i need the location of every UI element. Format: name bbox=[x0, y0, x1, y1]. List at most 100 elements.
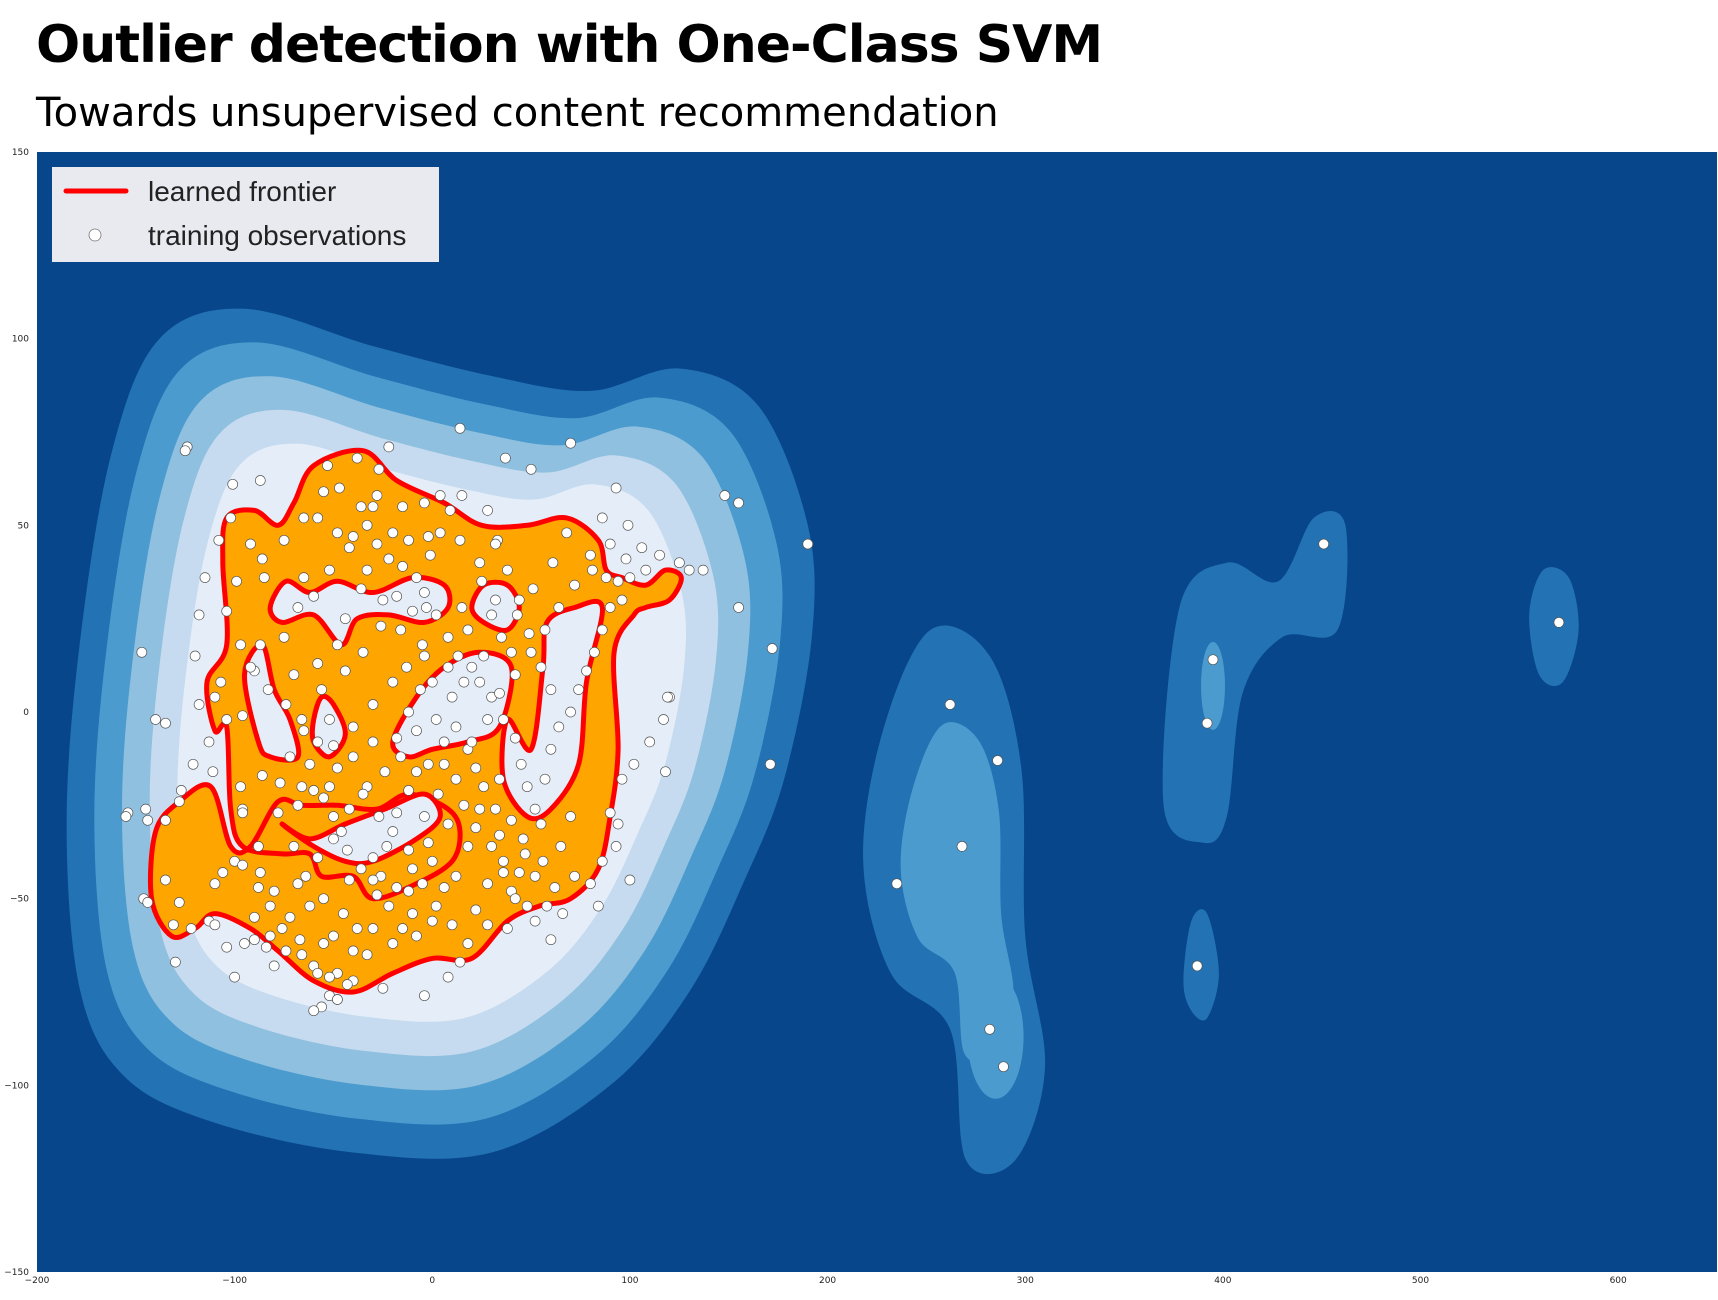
data-point bbox=[523, 628, 535, 639]
data-point bbox=[506, 646, 517, 658]
data-point bbox=[239, 938, 250, 949]
data-point bbox=[454, 422, 466, 434]
data-point bbox=[1201, 717, 1213, 729]
data-point bbox=[1553, 617, 1565, 628]
data-point bbox=[509, 732, 521, 744]
x-tick-label: 600 bbox=[1610, 1276, 1627, 1286]
data-point bbox=[470, 822, 482, 834]
data-point bbox=[764, 758, 776, 770]
data-point bbox=[225, 512, 237, 524]
data-point bbox=[397, 561, 408, 572]
data-point bbox=[411, 572, 422, 583]
data-point bbox=[610, 482, 622, 494]
data-point bbox=[343, 803, 355, 815]
data-point bbox=[284, 911, 296, 923]
data-point bbox=[253, 841, 264, 852]
data-point bbox=[213, 534, 225, 546]
data-point bbox=[367, 699, 379, 710]
data-point bbox=[312, 736, 324, 748]
data-point bbox=[298, 572, 310, 583]
data-point bbox=[517, 833, 529, 845]
data-point bbox=[462, 624, 474, 636]
data-point bbox=[442, 631, 454, 643]
data-point bbox=[474, 803, 486, 815]
data-point bbox=[640, 564, 652, 576]
data-point bbox=[422, 758, 434, 770]
data-point bbox=[324, 564, 335, 576]
data-point bbox=[312, 658, 324, 669]
data-point bbox=[395, 624, 407, 636]
x-tick-label: 100 bbox=[621, 1276, 638, 1286]
data-point bbox=[318, 938, 329, 949]
data-point bbox=[470, 904, 482, 916]
data-point bbox=[256, 770, 268, 781]
data-point bbox=[486, 609, 497, 621]
data-point bbox=[545, 934, 557, 946]
data-point bbox=[268, 960, 280, 972]
data-point bbox=[498, 714, 509, 725]
data-point bbox=[1191, 960, 1203, 972]
data-point bbox=[328, 740, 339, 751]
data-point bbox=[312, 852, 324, 863]
x-tick-label: 400 bbox=[1214, 1276, 1231, 1286]
data-point bbox=[260, 941, 272, 953]
data-point bbox=[494, 773, 505, 785]
data-point bbox=[432, 788, 444, 800]
data-point bbox=[454, 956, 466, 968]
data-point bbox=[179, 445, 191, 457]
data-point bbox=[628, 758, 640, 770]
data-point bbox=[397, 923, 408, 934]
data-point bbox=[442, 971, 454, 983]
data-point bbox=[357, 788, 369, 800]
data-point bbox=[343, 874, 355, 886]
data-point bbox=[318, 893, 329, 905]
data-point bbox=[604, 538, 616, 550]
data-point bbox=[403, 885, 414, 897]
data-point bbox=[430, 609, 442, 621]
data-point bbox=[498, 867, 509, 878]
data-point bbox=[357, 646, 369, 658]
data-point bbox=[209, 878, 221, 890]
data-point bbox=[450, 773, 462, 785]
data-point bbox=[553, 602, 565, 613]
legend-marker-swatch bbox=[88, 228, 102, 242]
data-point bbox=[367, 923, 379, 934]
data-point bbox=[120, 811, 132, 822]
data-point bbox=[347, 721, 359, 733]
data-point bbox=[237, 710, 248, 722]
data-point bbox=[529, 870, 541, 882]
data-point bbox=[347, 531, 359, 542]
data-point bbox=[249, 934, 260, 946]
data-point bbox=[697, 564, 709, 576]
data-point bbox=[490, 594, 501, 606]
data-point bbox=[683, 564, 695, 576]
data-point bbox=[456, 602, 468, 613]
chart-subtitle: Towards unsupervised content recommendat… bbox=[36, 90, 999, 136]
data-point bbox=[338, 908, 349, 919]
data-point bbox=[324, 781, 335, 793]
data-point bbox=[956, 841, 968, 852]
data-point bbox=[373, 811, 385, 822]
data-point bbox=[529, 915, 541, 927]
data-point bbox=[553, 721, 565, 733]
data-point bbox=[539, 624, 551, 636]
data-point bbox=[581, 665, 592, 677]
data-point bbox=[419, 587, 430, 598]
data-point bbox=[494, 687, 505, 699]
data-point bbox=[371, 490, 383, 501]
data-point bbox=[482, 714, 493, 725]
data-point bbox=[367, 852, 379, 863]
data-point bbox=[589, 646, 600, 658]
y-tick-label: 50 bbox=[18, 521, 30, 531]
plot-area bbox=[37, 152, 1717, 1272]
data-point bbox=[170, 956, 181, 968]
data-point bbox=[407, 605, 418, 617]
data-point bbox=[256, 553, 268, 565]
data-point bbox=[438, 882, 450, 893]
data-point bbox=[379, 766, 391, 778]
data-point bbox=[403, 785, 414, 796]
data-point bbox=[249, 911, 260, 923]
data-point bbox=[454, 534, 466, 546]
data-point bbox=[397, 501, 408, 513]
